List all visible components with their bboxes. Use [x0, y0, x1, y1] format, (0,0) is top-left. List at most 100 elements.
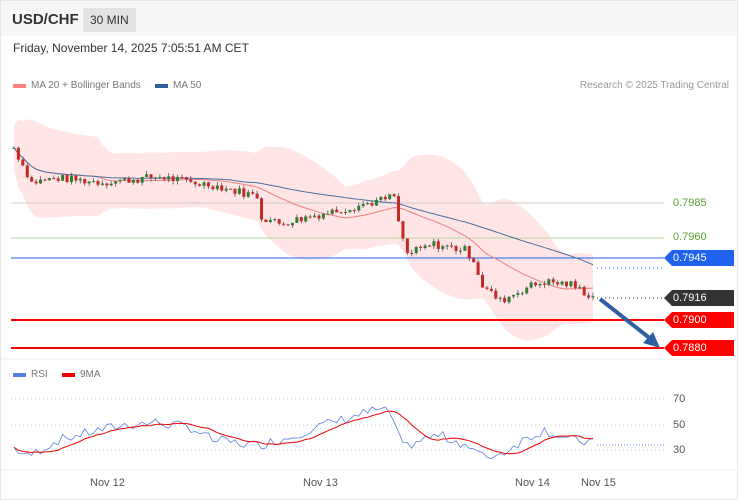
legend-rsi-ma: 9MA: [62, 369, 101, 380]
candle-body: [105, 183, 109, 186]
candle-body: [326, 213, 330, 215]
candle-body: [565, 281, 568, 287]
timeframe-button[interactable]: 30 MIN: [83, 8, 136, 32]
candle-body: [436, 241, 440, 249]
candle-body: [419, 246, 423, 249]
candle-body: [560, 281, 564, 285]
candle-body: [220, 185, 224, 191]
candle-body: [242, 188, 246, 197]
candle-body: [123, 178, 126, 180]
candle-body: [158, 177, 162, 179]
legend-rsi: RSI: [13, 369, 48, 380]
candle-body: [176, 176, 180, 182]
candle-body: [401, 221, 405, 239]
candle-body: [206, 182, 210, 187]
candle-body: [114, 181, 118, 184]
candle-body: [246, 192, 250, 197]
candle-body: [525, 287, 529, 294]
candle-body: [145, 174, 149, 177]
candle-body: [582, 286, 586, 296]
candle-body: [374, 199, 378, 206]
x-label-nov14: Nov 14: [515, 477, 550, 489]
x-label-nov12: Nov 12: [90, 477, 125, 489]
candle-body: [277, 219, 281, 224]
candle-body: [357, 205, 361, 211]
candle-body: [348, 210, 352, 212]
forecast-arrow: [598, 297, 654, 342]
rsi-line: [13, 406, 594, 460]
candle-body: [52, 178, 56, 180]
candle-body: [587, 295, 591, 298]
candle-body: [379, 196, 383, 200]
candle-body: [92, 181, 96, 183]
candle-body: [578, 286, 582, 288]
credit-text: Research © 2025 Trading Central: [579, 80, 729, 91]
ma50-label: MA 50: [173, 80, 202, 91]
candle-body: [410, 252, 414, 254]
candle-body: [304, 216, 308, 222]
candle-body: [339, 212, 343, 214]
rsi-swatch: [13, 372, 26, 377]
candle-body: [414, 246, 418, 253]
candle-body: [260, 198, 264, 220]
ma20-line: [13, 147, 594, 290]
candle-body: [184, 177, 188, 180]
x-label-nov13: Nov 13: [303, 477, 338, 489]
candle-body: [313, 215, 317, 218]
candle-body: [366, 203, 370, 205]
candle-body: [388, 194, 392, 200]
candle-body: [109, 183, 113, 186]
candle-body: [136, 179, 140, 183]
candle-body: [591, 296, 595, 298]
candle-body: [472, 258, 476, 263]
candle-body: [383, 196, 387, 200]
ma20-swatch: [13, 83, 26, 88]
candle-body: [432, 241, 436, 247]
candle-body: [140, 176, 144, 183]
candle-body: [538, 284, 542, 286]
level-0-label: 0.7985: [673, 197, 707, 209]
candle-body: [423, 245, 427, 249]
ma50-line: [13, 147, 594, 266]
candle-body: [370, 203, 374, 206]
candle-body: [189, 179, 193, 182]
candle-body: [229, 188, 233, 190]
candle-body: [78, 178, 82, 181]
candle-body: [25, 165, 29, 178]
candle-body: [511, 294, 515, 297]
candle-body: [361, 204, 365, 206]
candle-body: [295, 217, 299, 223]
candle-body: [153, 177, 157, 179]
datetime-label: Friday, November 14, 2025 7:05:51 AM CET: [13, 41, 249, 55]
candle-body: [233, 188, 237, 194]
candle-body: [308, 216, 312, 218]
candle-body: [454, 246, 458, 251]
rsi-ma-swatch: [62, 372, 75, 377]
candle-body: [83, 178, 87, 184]
rsi-ma-line: [13, 410, 594, 455]
candle-body: [321, 213, 325, 219]
candle-body: [573, 281, 577, 288]
candle-body: [251, 192, 255, 194]
candle-body: [450, 245, 454, 247]
candle-body: [299, 217, 303, 222]
candle-body: [149, 174, 153, 179]
candle-body: [494, 290, 498, 299]
candle-body: [118, 179, 122, 182]
last-price-tag: 0.7916: [664, 290, 734, 306]
candle-body: [476, 262, 480, 275]
candle-body: [180, 176, 184, 178]
candle-body: [547, 279, 551, 285]
candle-body: [268, 219, 272, 223]
candle-body: [127, 178, 131, 183]
legend-ma20: MA 20 + Bollinger Bands: [13, 80, 141, 91]
candle-body: [441, 246, 445, 249]
candle-body: [467, 246, 471, 259]
candle-body: [485, 287, 489, 289]
candle-body: [43, 179, 47, 181]
candle-body: [34, 181, 38, 184]
rsi-axis-70: 70: [673, 393, 686, 405]
candle-body: [317, 215, 321, 219]
candle-body: [463, 246, 467, 251]
